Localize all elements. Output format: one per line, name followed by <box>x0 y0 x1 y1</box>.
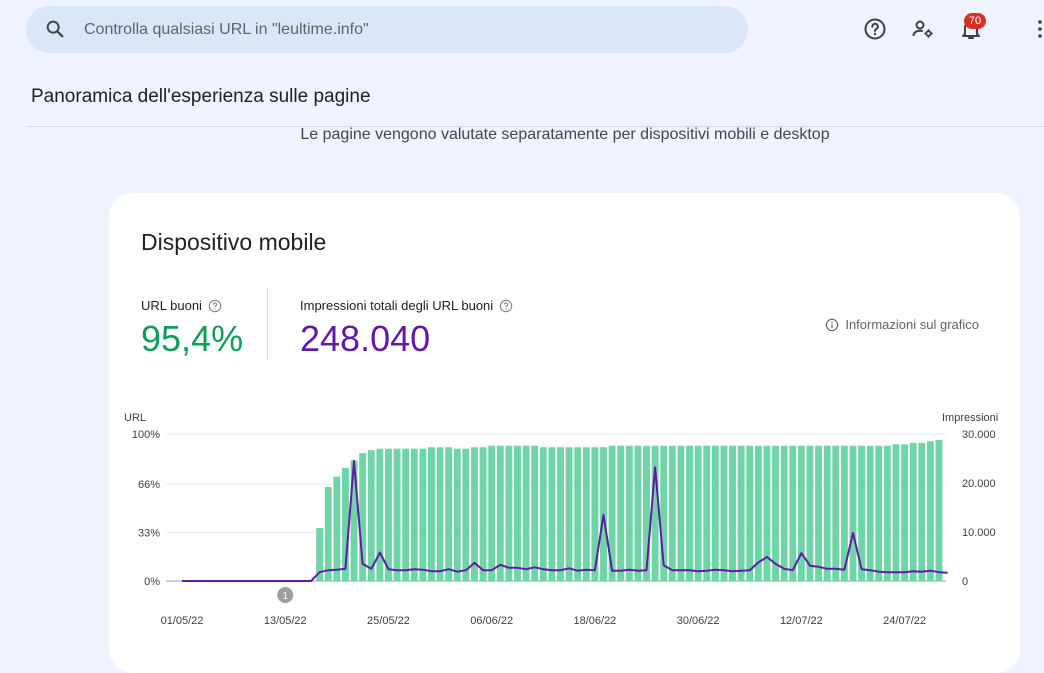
help-icon[interactable] <box>863 17 887 41</box>
help-circle-icon[interactable] <box>208 299 222 313</box>
chart-info-label: Informazioni sul grafico <box>845 317 979 332</box>
card-title: Dispositivo mobile <box>141 229 327 255</box>
info-icon <box>826 318 839 331</box>
good-urls-label: URL buoni <box>141 298 222 313</box>
search-input[interactable]: Controlla qualsiasi URL in "leultime.inf… <box>84 21 369 38</box>
account-settings-icon[interactable] <box>911 17 935 41</box>
page-title: Panoramica dell'esperienza sulle pagine <box>31 86 371 107</box>
metric-separator <box>267 288 268 360</box>
help-circle-icon[interactable] <box>499 299 513 313</box>
apps-grid-icon[interactable] <box>1034 17 1044 41</box>
search-icon[interactable] <box>44 18 66 40</box>
good-urls-label-text: URL buoni <box>141 298 202 313</box>
header-divider <box>27 126 1044 127</box>
search-bar[interactable]: Controlla qualsiasi URL in "leultime.inf… <box>26 6 748 53</box>
mobile-experience-card: Dispositivo mobile URL buoni 95,4% Impre… <box>109 193 1020 673</box>
page-subtitle: Le pagine vengono valutate separatamente… <box>300 126 830 143</box>
chart-info-link[interactable]: Informazioni sul grafico <box>825 317 979 332</box>
total-impressions-label-text: Impressioni totali degli URL buoni <box>300 298 494 313</box>
notifications-count-badge: 70 <box>964 13 986 29</box>
total-impressions-label: Impressioni totali degli URL buoni <box>300 298 513 313</box>
good-urls-value: 95,4% <box>141 318 244 359</box>
total-impressions-value: 248.040 <box>300 318 431 359</box>
